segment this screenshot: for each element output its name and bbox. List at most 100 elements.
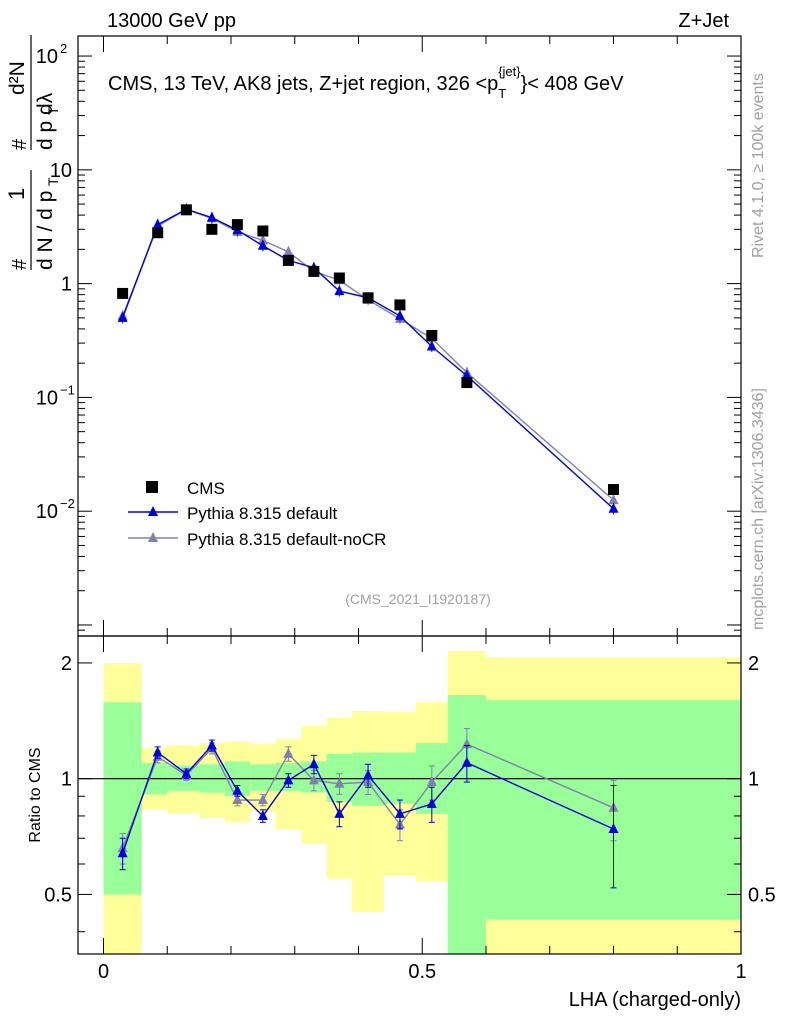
ratio-data-point: [461, 756, 472, 767]
cms-data-point: [180, 204, 192, 216]
legend-pythia-default-marker: [148, 506, 158, 516]
cms-data-point: [231, 219, 243, 231]
main-y-tick-exponent: 2: [60, 41, 67, 56]
cms-data-point: [308, 265, 320, 277]
ratio-data-point: [394, 807, 405, 818]
ratio-data-point: [257, 809, 268, 820]
ylabel-dpdl: d p dλ: [34, 92, 57, 150]
main-y-tick-exponent: −2: [60, 496, 75, 511]
ratio-data-point: [117, 847, 128, 858]
ylabel-hash-2: #: [9, 138, 31, 150]
main-data-point: [283, 245, 294, 256]
ratio-data-point: [334, 777, 345, 788]
main-y-tick-exponent: −1: [60, 382, 75, 397]
legend-pythia-nocr-label: Pythia 8.315 default-noCR: [187, 530, 386, 549]
ratio-data-point: [363, 769, 374, 780]
band-inner-bin: [250, 764, 276, 791]
header-right-label: Z+Jet: [678, 10, 729, 32]
ratio-data-point: [206, 739, 217, 750]
ratio-data-point: [334, 807, 345, 818]
chart-title: CMS, 13 TeV, AK8 jets, Z+jet region, 326…: [108, 64, 624, 101]
band-outer-bin: [352, 710, 384, 913]
ratio-y-tick-label: 0.5: [44, 884, 72, 906]
main-data-point: [394, 309, 405, 320]
ylabel-hash: #: [9, 258, 31, 270]
ratio-y-tick-label: 2: [61, 653, 72, 675]
ylabel-t-sub-2: T: [45, 106, 61, 115]
ratio-series-layer: [117, 728, 619, 889]
ratio-series-line: [121, 743, 614, 849]
ratio-data-point: [283, 747, 294, 758]
ratio-y-tick-label-right: 1: [748, 769, 759, 791]
header-left-label: 13000 GeV pp: [107, 10, 236, 32]
ratio-data-point: [181, 767, 192, 778]
ratio-data-point: [232, 784, 243, 795]
ratio-data-point: [608, 822, 619, 833]
cms-data-point: [461, 377, 473, 389]
legend-cms-label: CMS: [187, 479, 225, 498]
x-tick-label: 1: [735, 961, 746, 983]
legend-pythia-default-label: Pythia 8.315 default: [187, 504, 338, 523]
main-series-line: [121, 208, 614, 501]
ratio-y-tick-label-right: 0.5: [748, 884, 776, 906]
cms-data-point: [333, 272, 345, 284]
ylabel-one: 1: [4, 188, 29, 200]
main-y-tick-label: 10: [36, 46, 58, 68]
main-data-point: [257, 234, 268, 245]
cms-data-point: [257, 225, 269, 237]
cms-data-point: [394, 299, 406, 311]
main-data-point: [152, 218, 163, 229]
ratio-data-point: [308, 758, 319, 769]
main-series-line: [121, 208, 614, 510]
main-y-tick-label: 1: [61, 274, 72, 296]
cms-data-point: [362, 292, 374, 304]
ylabel-t-sub: T: [45, 177, 61, 186]
main-data-point: [608, 494, 619, 505]
legend-pythia-nocr-marker: [148, 532, 158, 542]
main-panel-frame: [77, 35, 742, 637]
main-data-point: [117, 311, 128, 322]
ratio-uncertainty-bands: [78, 650, 741, 954]
cms-data-point: [426, 329, 438, 341]
main-y-tick-label: 10: [36, 501, 58, 523]
ratio-axis-ticks: 0.5 0.5 1 1 2 2 0 0.5 1: [44, 636, 776, 983]
ratio-data-point: [152, 746, 163, 757]
ratio-panel-frame: [77, 635, 742, 955]
main-data-point: [257, 239, 268, 250]
cms-data-point: [152, 227, 164, 239]
ylabel-dn: d N / d p: [34, 191, 57, 270]
x-axis-title: LHA (charged-only): [569, 989, 741, 1011]
main-data-point: [608, 502, 619, 513]
ratio-y-tick-label-right: 2: [748, 653, 759, 675]
ratio-y-axis-title: Ratio to CMS: [27, 747, 44, 842]
ratio-data-point: [308, 774, 319, 785]
ratio-data-point: [283, 774, 294, 785]
rivet-version-label: Rivet 4.1.0, ≥ 100k events: [750, 73, 767, 258]
ratio-series-line: [121, 744, 614, 854]
ratio-data-point: [426, 776, 437, 787]
main-series-layer: [117, 203, 619, 515]
legend: CMS Pythia 8.315 default Pythia 8.315 de…: [128, 479, 386, 549]
main-data-point: [206, 211, 217, 222]
mcplots-label: mcplots.cern.ch [arXiv:1306.3436]: [750, 388, 767, 630]
ratio-data-point: [232, 794, 243, 805]
x-tick-label: 0.5: [408, 961, 436, 983]
ratio-data-point: [426, 797, 437, 808]
cms-data-point: [206, 223, 218, 235]
ratio-y-tick-label: 1: [61, 769, 72, 791]
main-y-tick-label: 10: [36, 387, 58, 409]
ylabel-d2n: d²N: [6, 61, 29, 95]
main-y-axis-title: # 1 d N / d p T # d²N d p dλ T: [4, 35, 61, 270]
analysis-id-label: (CMS_2021_I1920187): [345, 591, 491, 607]
cms-data-point: [608, 484, 619, 496]
ratio-data-point: [257, 794, 268, 805]
x-tick-label: 0: [98, 961, 109, 983]
cms-data-point: [282, 254, 294, 266]
legend-cms-marker: [146, 481, 158, 493]
cms-data-point: [117, 287, 129, 299]
main-data-point: [334, 285, 345, 296]
main-data-point: [426, 340, 437, 351]
main-y-tick-label: 10: [50, 160, 72, 182]
